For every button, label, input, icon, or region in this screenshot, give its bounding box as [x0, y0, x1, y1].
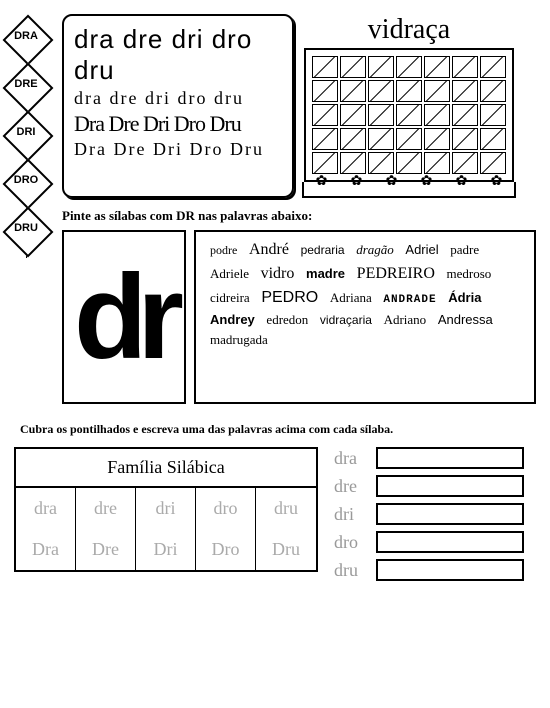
window-title: vidraça	[304, 14, 514, 46]
window-pane	[396, 128, 422, 150]
window-pane	[452, 56, 478, 78]
rail-diamond: DRU	[6, 210, 46, 258]
window-pane	[312, 56, 338, 78]
window-pane	[480, 128, 506, 150]
window-pane	[424, 104, 450, 126]
window-pane	[480, 104, 506, 126]
write-row: dru	[334, 559, 524, 581]
instruction-trace: Cubra os pontilhados e escreva uma das p…	[20, 422, 530, 437]
familia-title: Família Silábica	[16, 449, 316, 488]
window-pane	[452, 80, 478, 102]
window-pane	[424, 128, 450, 150]
word: podre	[210, 243, 237, 257]
writing-lines: dra dre dri dro dru	[334, 447, 524, 587]
window-pane	[452, 128, 478, 150]
window-pane	[480, 56, 506, 78]
word: dragão	[356, 242, 394, 257]
write-label: dri	[334, 504, 376, 525]
write-box[interactable]	[376, 475, 524, 497]
window-pane	[480, 152, 506, 174]
word: Adriel	[405, 242, 438, 257]
write-row: dri	[334, 503, 524, 525]
window-pane	[396, 80, 422, 102]
window-pane	[312, 104, 338, 126]
write-row: dro	[334, 531, 524, 553]
syllable-practice-box: dra dre dri dro dru dra dre dri dro dru …	[62, 14, 294, 198]
syllable-rail: DRADREDRIDRODRU	[6, 18, 46, 258]
window-pane	[396, 152, 422, 174]
planter: ✿✿✿ ✿✿✿	[302, 182, 516, 198]
syllable-row-sans: dra dre dri dro dru	[74, 24, 282, 86]
word: padre	[450, 242, 479, 257]
window-pane	[396, 104, 422, 126]
window-pane	[368, 80, 394, 102]
word: Ádria	[448, 290, 481, 305]
window-pane	[424, 80, 450, 102]
instruction-paint: Pinte as sílabas com DR nas palavras aba…	[62, 208, 536, 224]
window-pane	[340, 80, 366, 102]
word: PEDREIRO	[357, 265, 435, 282]
write-box[interactable]	[376, 531, 524, 553]
write-label: dru	[334, 560, 376, 581]
word: Adriano	[384, 312, 427, 327]
rail-diamond: DRO	[6, 162, 46, 210]
window-pane	[340, 56, 366, 78]
write-box[interactable]	[376, 447, 524, 469]
word: Adriele	[210, 266, 249, 281]
word: Andrey	[210, 312, 255, 327]
write-label: dre	[334, 476, 376, 497]
word: vidraçaria	[320, 313, 372, 327]
syllable-row-script1: dra dre dri dro dru	[74, 88, 282, 109]
word: medroso	[447, 266, 492, 281]
window-pane	[480, 80, 506, 102]
rail-diamond: DRA	[6, 18, 46, 66]
word: edredon	[266, 312, 308, 327]
familia-cell: driDri	[136, 488, 196, 570]
word: cidreira	[210, 290, 250, 305]
word: André	[249, 241, 289, 258]
window-pane	[396, 56, 422, 78]
write-row: dre	[334, 475, 524, 497]
familia-silabica: Família Silábica draDradreDredriDridroDr…	[14, 447, 318, 572]
word: ANDRADE	[383, 294, 436, 306]
word: madrugada	[210, 332, 268, 347]
window-pane	[424, 56, 450, 78]
window-illustration: vidraça ✿✿✿ ✿✿✿	[304, 14, 514, 198]
word: vidro	[261, 265, 295, 282]
familia-cell: dreDre	[76, 488, 136, 570]
rail-diamond: DRI	[6, 114, 46, 162]
word-cloud: podre André pedraria dragão Adriel padre…	[194, 230, 536, 404]
window-pane	[368, 56, 394, 78]
window-pane	[312, 80, 338, 102]
word: pedraria	[301, 243, 345, 257]
window-pane	[312, 152, 338, 174]
word: Andressa	[438, 312, 493, 327]
write-label: dra	[334, 448, 376, 469]
window-pane	[368, 104, 394, 126]
familia-cell: druDru	[256, 488, 316, 570]
window-pane	[368, 152, 394, 174]
word: madre	[306, 266, 345, 281]
write-label: dro	[334, 532, 376, 553]
word: Adriana	[330, 290, 372, 305]
rail-diamond: DRE	[6, 66, 46, 114]
window-pane	[312, 128, 338, 150]
write-box[interactable]	[376, 559, 524, 581]
word: PEDRO	[261, 289, 318, 306]
familia-cell: droDro	[196, 488, 256, 570]
syllable-row-script2: Dra Dre Dri Dro Dru	[74, 139, 282, 160]
dr-big-box: dr	[62, 230, 186, 404]
window-pane	[340, 128, 366, 150]
window-pane	[452, 104, 478, 126]
familia-cell: draDra	[16, 488, 76, 570]
write-box[interactable]	[376, 503, 524, 525]
window-pane	[368, 128, 394, 150]
write-row: dra	[334, 447, 524, 469]
window-pane	[340, 152, 366, 174]
window-pane	[424, 152, 450, 174]
window-pane	[452, 152, 478, 174]
syllable-row-serif: Dra Dre Dri Dro Dru	[74, 111, 282, 137]
window-pane	[340, 104, 366, 126]
